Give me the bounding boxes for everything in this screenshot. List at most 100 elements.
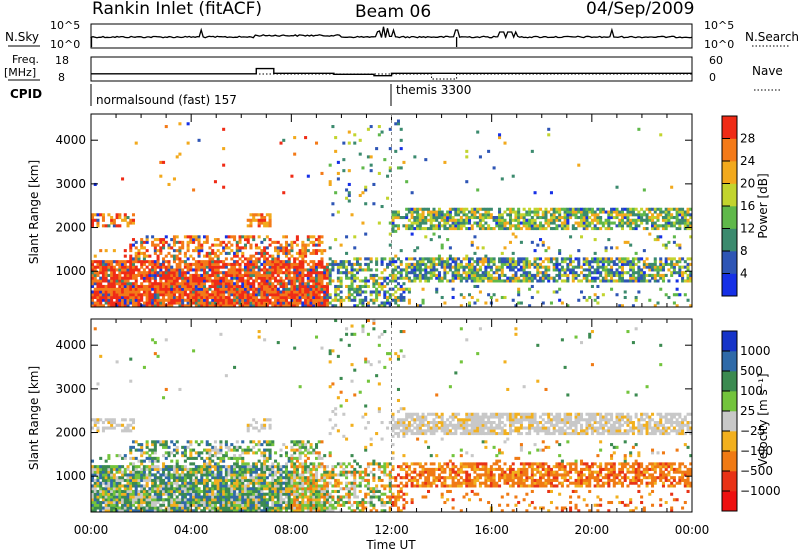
data-cell [498, 227, 502, 231]
data-cell [170, 451, 174, 455]
data-cell [205, 273, 209, 277]
data-cell [213, 440, 217, 444]
data-cell [683, 271, 687, 275]
data-cell [612, 260, 616, 264]
data-cell [91, 271, 95, 275]
data-cell [358, 257, 362, 261]
data-cell [640, 271, 644, 275]
data-cell [101, 470, 105, 474]
data-cell [216, 489, 220, 493]
data-cell [383, 290, 387, 294]
data-cell [153, 341, 157, 345]
data-cell [216, 467, 220, 471]
data-cell [569, 260, 573, 264]
data-cell [107, 295, 111, 300]
data-cell [115, 509, 119, 513]
data-cell [508, 240, 512, 244]
data-cell [451, 207, 455, 211]
data-cell [151, 276, 155, 280]
data-cell [263, 448, 267, 452]
data-cell [656, 207, 660, 211]
data-cell [129, 221, 133, 225]
data-cell [375, 295, 379, 300]
data-cell [151, 462, 155, 466]
data-cell [470, 279, 474, 283]
data-cell [134, 470, 138, 474]
data-cell [140, 489, 144, 493]
data-cell [462, 295, 466, 300]
data-cell [252, 298, 256, 302]
data-cell [391, 210, 395, 214]
data-cell [675, 213, 679, 217]
data-cell [213, 262, 217, 266]
data-cell [110, 273, 114, 277]
data-cell [181, 293, 185, 297]
data-cell [492, 166, 496, 170]
data-cell [555, 265, 559, 269]
nsky-panel: N.Sky 10^5 10^0 10^5 10^0 N.Search [5, 19, 799, 51]
data-cell [246, 467, 250, 471]
data-cell [645, 257, 649, 261]
data-cell [451, 224, 455, 228]
data-cell [192, 273, 196, 277]
data-cell [276, 304, 280, 308]
data-cell [238, 265, 242, 269]
data-cell [407, 265, 411, 269]
data-cell [489, 295, 493, 300]
data-cell [418, 304, 422, 308]
data-cell [235, 293, 239, 297]
data-cell [224, 492, 228, 496]
data-cell [410, 213, 414, 217]
data-cell [107, 509, 111, 513]
data-cell [372, 276, 376, 280]
data-cell [110, 218, 114, 222]
data-cell [252, 506, 256, 510]
data-cell [123, 495, 127, 499]
data-cell [448, 279, 452, 283]
data-cell [241, 235, 245, 239]
data-cell [260, 454, 264, 458]
data-cell [227, 251, 231, 255]
data-cell [200, 282, 204, 286]
data-cell [162, 257, 166, 261]
data-cell [552, 262, 556, 266]
data-cell [377, 290, 381, 294]
data-cell [153, 301, 157, 305]
data-cell [448, 210, 452, 214]
data-cell [145, 249, 149, 253]
data-cell [162, 301, 166, 305]
data-cell [394, 295, 398, 300]
data-cell [437, 224, 441, 228]
data-cell [123, 276, 127, 280]
data-cell [323, 271, 327, 275]
data-cell [260, 287, 264, 291]
data-cell [148, 290, 152, 294]
data-cell [470, 271, 474, 275]
data-cell [123, 218, 127, 222]
data-cell [186, 506, 190, 510]
data-cell [511, 210, 515, 214]
data-cell [153, 243, 157, 247]
data-cell [213, 293, 217, 297]
data-cell [659, 235, 663, 239]
data-cell [263, 295, 267, 300]
data-cell [651, 221, 655, 225]
data-cell [569, 210, 573, 214]
data-cell [604, 246, 608, 250]
data-cell [440, 279, 444, 283]
data-cell [287, 249, 291, 253]
data-cell [170, 440, 174, 444]
data-cell [101, 284, 105, 288]
data-cell [282, 282, 286, 286]
data-cell [295, 293, 299, 297]
data-cell [112, 509, 116, 513]
data-cell [99, 506, 103, 510]
data-cell [203, 273, 207, 277]
data-cell [629, 210, 633, 214]
data-cell [514, 273, 518, 277]
data-cell [91, 503, 95, 507]
data-cell [640, 268, 644, 272]
data-cell [353, 290, 357, 294]
data-cell [263, 465, 267, 469]
data-cell [325, 304, 329, 308]
